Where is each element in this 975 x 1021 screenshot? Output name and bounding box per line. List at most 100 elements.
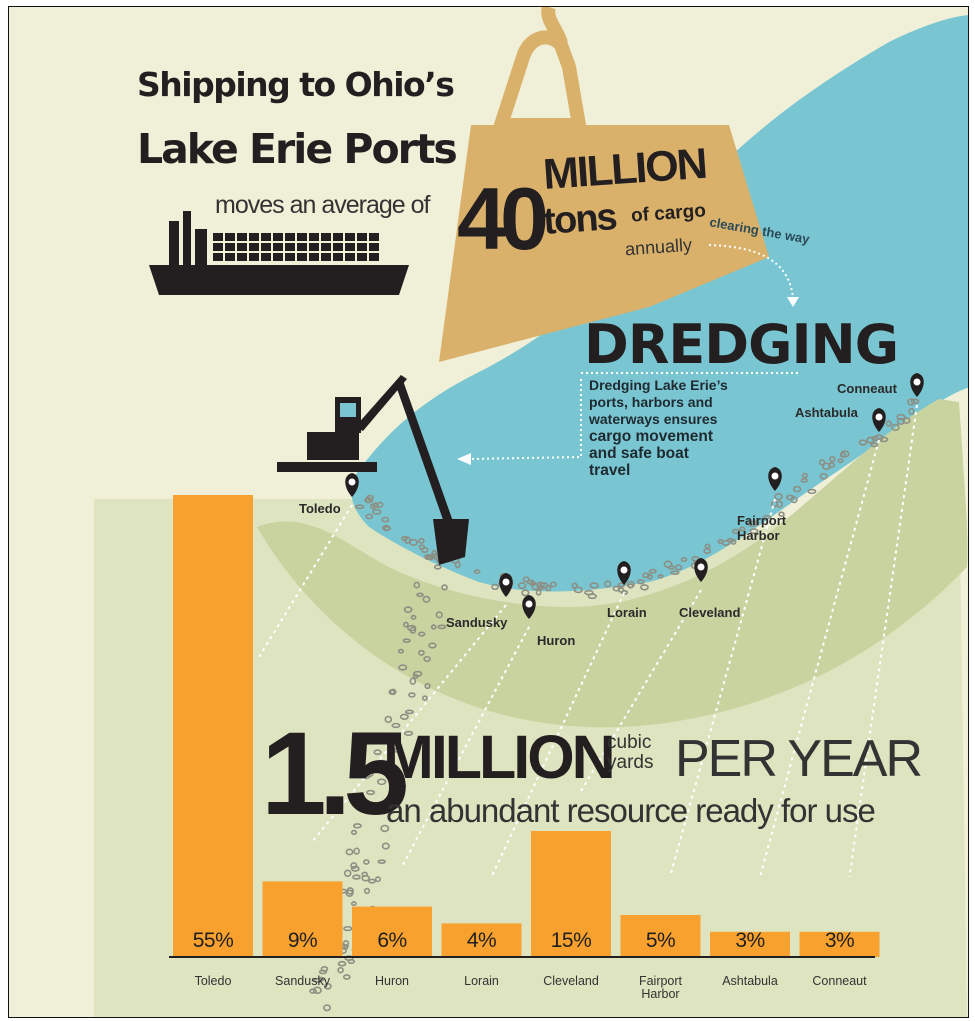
sediment-stone bbox=[454, 561, 461, 569]
sediment-stone bbox=[584, 589, 594, 596]
bar-value-label: 9% bbox=[287, 929, 318, 952]
volume-million: MILLION bbox=[383, 723, 616, 791]
sediment-stone bbox=[393, 747, 402, 753]
category-label: Toledo bbox=[194, 974, 232, 988]
sediment-stone bbox=[521, 589, 530, 597]
sediment-stone bbox=[417, 649, 425, 656]
map-pin-icon bbox=[345, 473, 359, 497]
container-block bbox=[237, 233, 247, 241]
sediment-stone bbox=[410, 614, 417, 620]
container-block bbox=[357, 253, 367, 261]
bar-value-label: 3% bbox=[735, 929, 765, 952]
container-block bbox=[369, 243, 379, 251]
category-label: Ashtabula bbox=[722, 974, 778, 988]
container-block bbox=[261, 233, 271, 241]
shoreline-sediment bbox=[309, 398, 920, 1012]
sediment-stone bbox=[648, 568, 657, 574]
sediment-stone bbox=[612, 585, 621, 592]
sediment-stone bbox=[323, 982, 332, 990]
bar-value-label: 55% bbox=[192, 929, 234, 952]
dredging-line: cargo movement bbox=[589, 428, 714, 445]
title-line1: Shipping to Ohio’s bbox=[137, 65, 455, 104]
sediment-stone bbox=[517, 582, 527, 590]
sediment-stone bbox=[870, 442, 879, 448]
sediment-stone bbox=[640, 584, 649, 591]
sediment-stone bbox=[819, 472, 828, 480]
sediment-stone bbox=[350, 862, 358, 869]
volume-per-year: PER YEAR bbox=[675, 730, 923, 788]
sediment-stone bbox=[403, 606, 413, 614]
port-label-conneaut: Conneaut bbox=[837, 381, 897, 396]
sediment-stone bbox=[345, 848, 354, 856]
port-label-toledo: Toledo bbox=[299, 501, 341, 516]
sediment-stone bbox=[491, 583, 499, 591]
port-label-fairport-harbor: Fairport Harbor bbox=[737, 513, 787, 543]
container-block bbox=[237, 243, 247, 251]
sediment-stone bbox=[423, 655, 431, 663]
sediment-stone bbox=[907, 398, 916, 406]
sediment-stone bbox=[367, 878, 377, 884]
sediment-stone bbox=[337, 960, 347, 967]
map-pin-icon bbox=[522, 595, 536, 619]
sediment-stone bbox=[318, 969, 328, 975]
sediment-stone bbox=[403, 730, 414, 736]
dredging-line: travel bbox=[589, 462, 631, 479]
bar-value-label: 5% bbox=[645, 929, 676, 952]
sediment-stone bbox=[435, 611, 443, 619]
sediment-stone bbox=[350, 829, 358, 836]
sediment-stone bbox=[409, 677, 417, 685]
container-block bbox=[285, 233, 295, 241]
bar-lorain bbox=[441, 923, 522, 957]
sediment-stone bbox=[910, 398, 920, 405]
sediment-stone bbox=[536, 581, 546, 588]
category-label: Fairport Harbor bbox=[638, 974, 683, 1001]
bar-huron bbox=[352, 906, 432, 957]
map-pins bbox=[345, 373, 924, 619]
sediment-stone bbox=[363, 887, 371, 895]
sediment-stone bbox=[366, 789, 376, 796]
container-block bbox=[213, 253, 223, 261]
sediment-stone bbox=[473, 569, 481, 574]
bar-toledo bbox=[173, 495, 253, 957]
sediment-stone bbox=[404, 709, 415, 715]
sediment-stone bbox=[342, 974, 351, 980]
sediment-stone bbox=[376, 778, 387, 786]
container-block bbox=[297, 253, 307, 261]
sediment-stone bbox=[365, 513, 374, 520]
sediment-stone bbox=[691, 555, 700, 562]
sediment-stone bbox=[721, 539, 731, 546]
port-arrow-line bbox=[848, 404, 918, 878]
sediment-stone bbox=[902, 417, 911, 424]
category-label: Conneaut bbox=[812, 974, 867, 988]
moves-text: moves an average of bbox=[215, 191, 430, 219]
category-label: Huron bbox=[374, 974, 410, 988]
port-label-ashtabula: Ashtabula bbox=[795, 405, 858, 420]
dredge-zone bbox=[257, 399, 968, 728]
map-pin-icon bbox=[694, 558, 708, 582]
sediment-stone bbox=[703, 548, 711, 554]
sediment-stone bbox=[908, 407, 915, 415]
cargo-tons: tons bbox=[542, 196, 617, 244]
sediment-stone bbox=[383, 525, 391, 531]
sediment-stone bbox=[549, 581, 557, 588]
sediment-stone bbox=[747, 520, 757, 528]
sediment-stone bbox=[522, 576, 530, 583]
container-block bbox=[213, 233, 223, 241]
container-block bbox=[357, 233, 367, 241]
container-block bbox=[249, 233, 259, 241]
sediment-stone bbox=[371, 508, 382, 515]
sediment-stone bbox=[774, 493, 783, 501]
container-block bbox=[333, 243, 343, 251]
sediment-stone bbox=[374, 876, 381, 883]
weight-icon bbox=[439, 7, 769, 362]
sediment-stone bbox=[337, 966, 344, 974]
sediment-stone bbox=[399, 713, 409, 720]
volume-subtitle: an abundant resource ready for use bbox=[386, 792, 876, 829]
infographic: Shipping to Ohio’s Lake Erie Ports moves… bbox=[8, 6, 969, 1018]
category-label: Lorain bbox=[464, 974, 499, 988]
port-label-sandusky: Sandusky bbox=[446, 615, 508, 630]
volume-yards: yards bbox=[607, 752, 654, 773]
lake-erie bbox=[351, 15, 968, 592]
map-pin-icon bbox=[617, 561, 631, 585]
sediment-stone bbox=[342, 939, 350, 948]
